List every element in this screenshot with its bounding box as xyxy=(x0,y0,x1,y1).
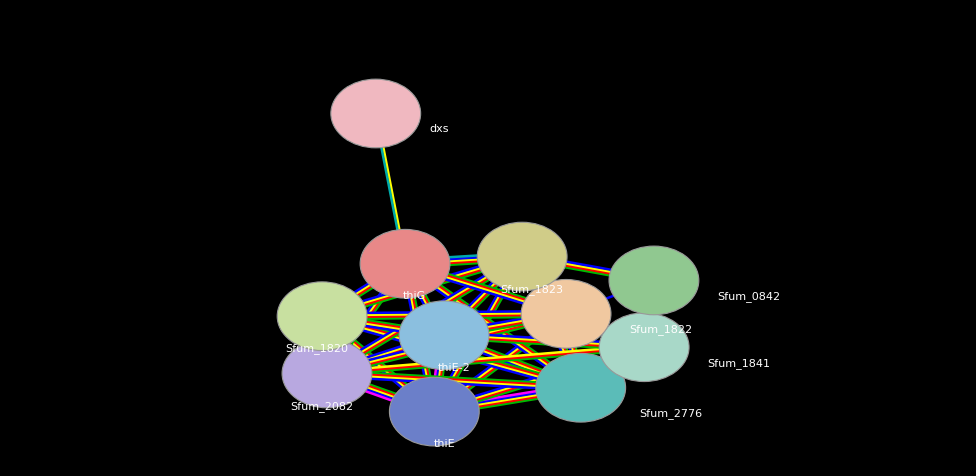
Ellipse shape xyxy=(331,80,421,149)
Text: thiE: thiE xyxy=(433,438,455,448)
Text: Sfum_1822: Sfum_1822 xyxy=(630,324,693,335)
Text: thiE-2: thiE-2 xyxy=(437,362,470,372)
Text: dxs: dxs xyxy=(429,124,449,134)
Text: Sfum_1841: Sfum_1841 xyxy=(708,357,771,368)
Text: Sfum_0842: Sfum_0842 xyxy=(717,290,781,301)
Ellipse shape xyxy=(360,230,450,298)
Text: Sfum_2776: Sfum_2776 xyxy=(639,407,703,418)
Ellipse shape xyxy=(609,247,699,315)
Ellipse shape xyxy=(599,313,689,382)
Ellipse shape xyxy=(477,223,567,291)
Text: thiG: thiG xyxy=(403,290,427,300)
Ellipse shape xyxy=(536,354,626,422)
Ellipse shape xyxy=(521,280,611,348)
Ellipse shape xyxy=(277,282,367,351)
Text: Sfum_1823: Sfum_1823 xyxy=(501,283,563,294)
Ellipse shape xyxy=(282,339,372,408)
Text: Sfum_1820: Sfum_1820 xyxy=(286,343,348,354)
Ellipse shape xyxy=(399,301,489,370)
Ellipse shape xyxy=(389,377,479,446)
Text: Sfum_2082: Sfum_2082 xyxy=(291,400,353,411)
